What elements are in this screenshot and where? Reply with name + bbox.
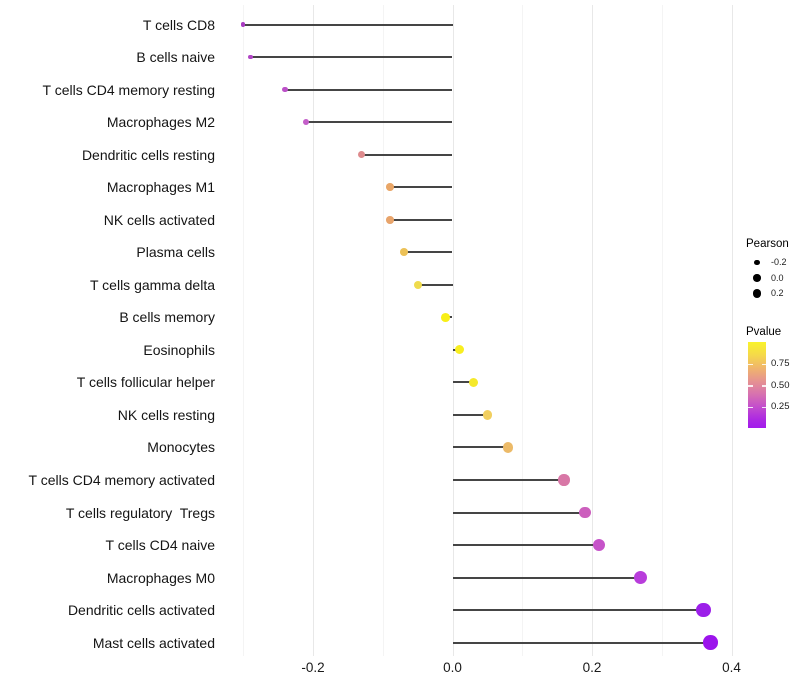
category-label: Macrophages M2 [106, 114, 215, 131]
category-label: T cells CD4 naive [105, 537, 215, 554]
lollipop-dot [592, 539, 605, 552]
category-label: Mast cells activated [92, 634, 215, 651]
lollipop-dot [703, 635, 718, 650]
gridline-minor [382, 5, 384, 656]
category-label: Eosinophils [143, 341, 215, 358]
legend-gradient-label: 0.25 [771, 401, 790, 412]
category-label: T cells gamma delta [89, 276, 215, 293]
category-label: Monocytes [147, 439, 215, 456]
category-label: Dendritic cells activated [67, 602, 215, 619]
x-tick-label: 0.2 [582, 660, 602, 675]
category-label: T cells regulatory Tregs [65, 504, 215, 521]
legend-size-dot [754, 259, 760, 266]
legend-gradient-tick [761, 406, 766, 408]
category-label: B cells memory [119, 309, 215, 326]
gridline-minor [522, 5, 524, 656]
category-label: T cells CD4 memory activated [28, 472, 215, 489]
gridline-major [452, 5, 454, 656]
lollipop-stem [403, 251, 453, 254]
lollipop-dot [385, 183, 394, 192]
color-legend-title: Pvalue [746, 326, 782, 338]
gridline-minor [243, 5, 245, 656]
lollipop-dot [634, 571, 648, 585]
category-label: T cells follicular helper [76, 374, 215, 391]
lollipop-dot [282, 86, 288, 93]
lollipop-stem [452, 479, 565, 482]
lollipop-dot [385, 215, 394, 224]
gridline-minor [661, 5, 663, 656]
lollipop-dot [441, 312, 450, 322]
lollipop-dot [482, 410, 493, 420]
lollipop-stem [452, 511, 586, 514]
lollipop-stem [452, 641, 711, 644]
category-label: Macrophages M0 [106, 569, 215, 586]
legend-gradient-tick [748, 406, 753, 408]
lollipop-dot [454, 345, 464, 355]
category-label: Dendritic cells resting [81, 146, 215, 163]
lollipop-dot [696, 602, 711, 618]
category-label: NK cells activated [103, 211, 215, 228]
gridline-major [592, 5, 593, 656]
lollipop-dot [468, 377, 479, 388]
lollipop-dot [241, 22, 246, 27]
category-label: T cells CD8 [142, 16, 215, 33]
gridline-major [731, 5, 733, 656]
lollipop-stem [452, 609, 704, 612]
lollipop-stem [452, 576, 641, 579]
lollipop-dot [358, 151, 366, 159]
lollipop-stem [452, 544, 599, 547]
legend-gradient-tick [761, 385, 766, 387]
lollipop-dot [247, 54, 253, 60]
legend-size-label: -0.2 [771, 257, 787, 267]
legend-size-label: 0.2 [771, 288, 784, 298]
lollipop-stem [243, 23, 453, 26]
legend-size-label: 0.0 [771, 272, 784, 283]
lollipop-stem [306, 121, 453, 124]
lollipop-stem [389, 186, 453, 189]
lollipop-stem [417, 283, 453, 286]
x-tick-label: 0.0 [443, 660, 462, 675]
legend-gradient-label: 0.75 [771, 358, 790, 369]
lollipop-stem [452, 446, 509, 449]
category-label: Macrophages M1 [106, 179, 215, 196]
legend-gradient-tick [748, 385, 753, 387]
lollipop-stem [452, 381, 474, 384]
lollipop-stem [285, 88, 453, 91]
legend-gradient-tick [761, 363, 766, 365]
lollipop-dot [413, 280, 422, 289]
lollipop-dot [503, 442, 514, 453]
lollipop-dot [399, 248, 408, 257]
size-legend-title: Pearson [746, 238, 789, 250]
lollipop-dot [579, 506, 591, 519]
legend-size-dot [753, 274, 761, 282]
lollipop-stem [452, 413, 488, 416]
legend-gradient-tick [748, 363, 753, 365]
lollipop-stem [250, 56, 453, 59]
lollipop-dot [558, 474, 570, 486]
lollipop-stem [361, 153, 453, 156]
lollipop-stem [389, 218, 453, 221]
legend-gradient-label: 0.50 [771, 379, 790, 391]
category-label: NK cells resting [117, 406, 215, 423]
legend-size-dot [752, 289, 762, 298]
lollipop-dot [303, 119, 309, 126]
category-label: T cells CD4 memory resting [42, 81, 215, 98]
category-label: Plasma cells [136, 244, 215, 261]
gridline-major [313, 5, 314, 656]
x-tick-label: 0.4 [722, 660, 741, 675]
x-tick-label: -0.2 [301, 660, 325, 675]
category-label: B cells naive [136, 49, 215, 66]
